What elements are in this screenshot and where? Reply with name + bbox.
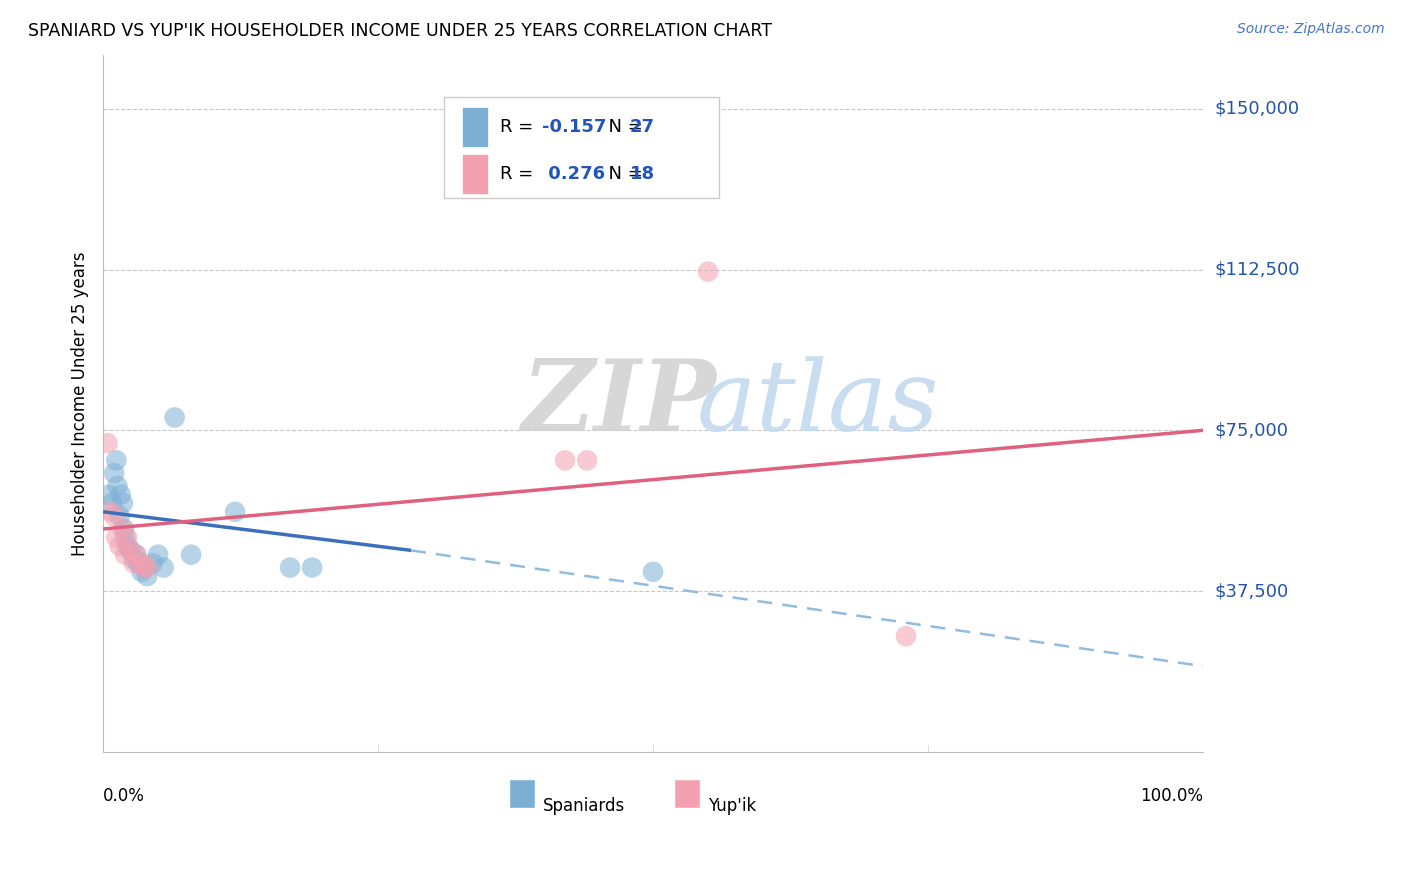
Point [114,531,136,545]
Point [301,560,323,574]
Point [117,531,139,545]
Point [278,560,301,574]
Point [96,436,118,450]
Text: R =: R = [501,118,538,136]
Point [97,488,120,502]
Text: -0.157: -0.157 [541,118,606,136]
FancyBboxPatch shape [461,154,488,194]
Point [117,539,139,553]
Point [101,496,124,510]
Point [142,556,165,570]
Point [125,548,148,562]
Point [131,556,153,570]
Text: atlas: atlas [697,356,939,451]
Point [103,509,125,524]
Point [554,453,576,467]
FancyBboxPatch shape [673,779,700,808]
Point [224,505,246,519]
Point [136,569,159,583]
Point [110,488,132,502]
Point [105,453,128,467]
Point [697,265,720,279]
Text: N =: N = [598,165,648,183]
FancyBboxPatch shape [509,779,536,808]
Point [134,560,156,574]
Point [131,565,153,579]
Point [103,466,125,480]
Point [125,548,148,562]
Point [163,410,186,425]
Point [120,543,142,558]
Point [105,531,128,545]
Point [894,629,917,643]
Point [107,479,129,493]
Point [134,560,156,574]
Point [576,453,599,467]
Text: Spaniards: Spaniards [543,797,626,815]
Point [641,565,664,579]
Text: $75,000: $75,000 [1215,421,1288,440]
Text: R =: R = [501,165,538,183]
Point [146,548,169,562]
FancyBboxPatch shape [444,97,718,198]
Text: Source: ZipAtlas.com: Source: ZipAtlas.com [1237,22,1385,37]
Point [108,509,131,524]
Point [122,552,145,566]
Text: 0.0%: 0.0% [103,787,145,805]
Point [111,496,134,510]
Point [114,548,136,562]
Point [122,556,145,570]
Point [111,522,134,536]
Text: $37,500: $37,500 [1215,582,1288,600]
Text: 27: 27 [630,118,655,136]
Text: 0.276: 0.276 [541,165,605,183]
Point [127,556,149,570]
Text: N =: N = [598,118,648,136]
Y-axis label: Householder Income Under 25 years: Householder Income Under 25 years [72,252,89,556]
Text: SPANIARD VS YUP'IK HOUSEHOLDER INCOME UNDER 25 YEARS CORRELATION CHART: SPANIARD VS YUP'IK HOUSEHOLDER INCOME UN… [28,22,772,40]
Text: 18: 18 [630,165,655,183]
Point [120,543,142,558]
Point [108,539,131,553]
Text: $150,000: $150,000 [1215,100,1299,118]
Text: ZIP: ZIP [522,355,716,451]
Point [100,505,122,519]
Text: Yup'ik: Yup'ik [709,797,756,815]
Text: $112,500: $112,500 [1215,260,1299,278]
Point [136,560,159,574]
Text: 100.0%: 100.0% [1140,787,1204,805]
Point [152,560,174,574]
Point [180,548,202,562]
Point [112,522,135,536]
FancyBboxPatch shape [461,107,488,146]
